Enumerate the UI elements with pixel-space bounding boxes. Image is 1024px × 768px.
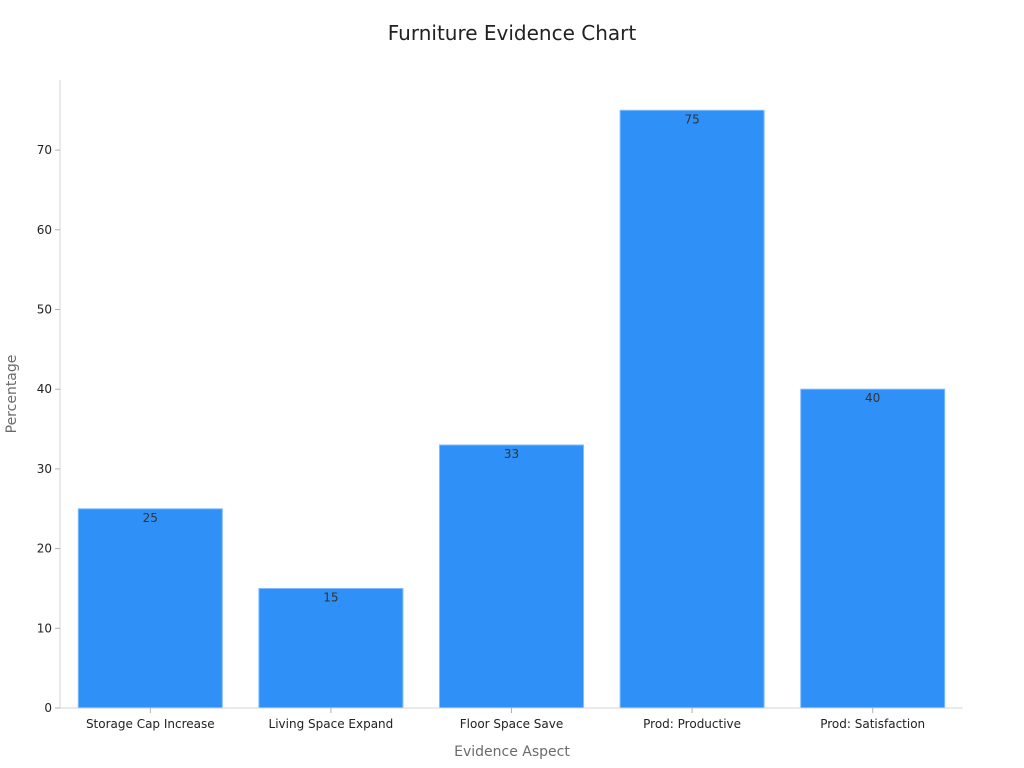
bar-value-label: 40	[865, 391, 880, 405]
y-ticks-layer: 0 10 20 30 40 50 60 70	[37, 143, 60, 715]
x-tick-label: Storage Cap Increase	[86, 717, 215, 731]
bar-value-label: 15	[323, 591, 338, 605]
bars-layer	[77, 109, 946, 709]
data-labels-layer: 25 15 33 75 40	[143, 112, 881, 604]
bar	[800, 388, 946, 709]
y-tick-label: 0	[44, 701, 52, 715]
y-axis-title: Percentage	[4, 355, 20, 434]
y-tick-label: 10	[37, 621, 52, 635]
y-tick-label: 20	[37, 542, 52, 556]
x-axis-title: Evidence Aspect	[454, 744, 570, 760]
y-tick-label: 60	[37, 223, 52, 237]
x-tick-label: Living Space Expand	[269, 717, 394, 731]
x-tick-label: Prod: Satisfaction	[820, 717, 925, 731]
y-tick-label: 30	[37, 462, 52, 476]
y-tick-label: 50	[37, 303, 52, 317]
bar	[77, 508, 223, 709]
y-tick-label: 70	[37, 143, 52, 157]
bar	[439, 444, 584, 709]
x-ticks-layer: Storage Cap Increase Living Space Expand F…	[86, 708, 925, 731]
x-tick-label: Prod: Productive	[643, 717, 741, 731]
bar	[258, 588, 404, 709]
bar-value-label: 33	[504, 447, 519, 461]
y-tick-label: 40	[37, 382, 52, 396]
bar	[619, 109, 765, 709]
chart-title: Furniture Evidence Chart	[388, 21, 637, 45]
bar-value-label: 75	[684, 112, 699, 126]
bar-value-label: 25	[143, 511, 158, 525]
x-tick-label: Floor Space Save	[460, 717, 564, 731]
